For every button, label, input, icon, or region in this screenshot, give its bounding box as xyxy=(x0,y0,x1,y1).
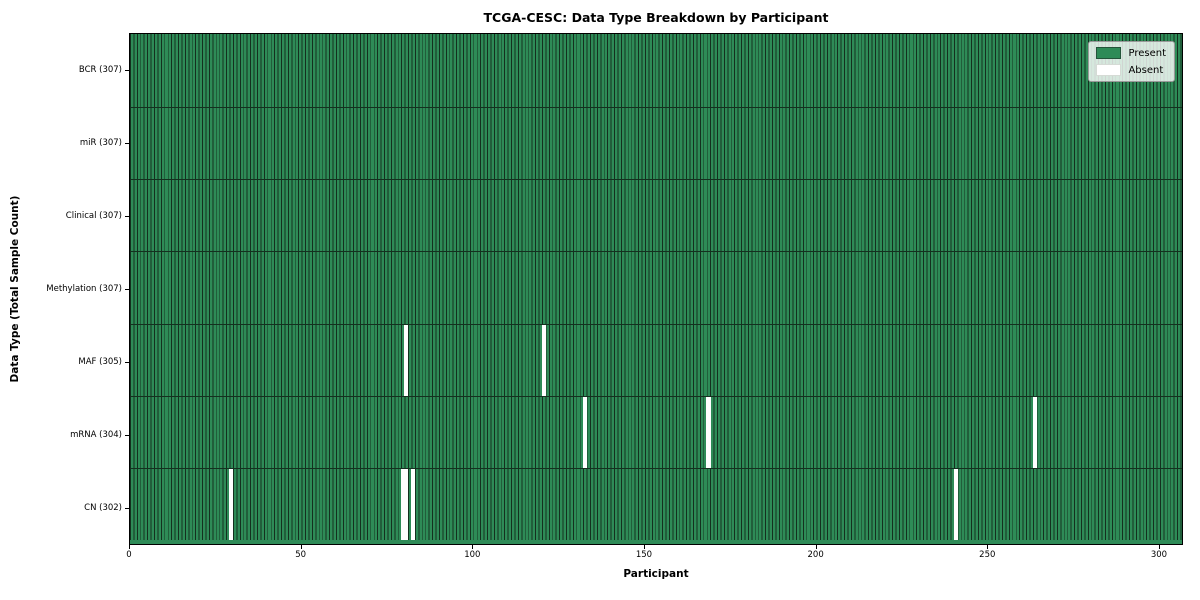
y-tick-label-MAF: MAF (305) xyxy=(78,357,122,368)
absent-cell xyxy=(404,468,409,540)
absent-cell xyxy=(541,324,546,396)
y-tick-label-miR: miR (307) xyxy=(79,137,122,148)
absent-cell xyxy=(582,396,587,468)
legend-swatch-absent-icon xyxy=(1096,64,1122,76)
x-tick-label-150: 150 xyxy=(635,550,653,560)
x-tick-label-200: 200 xyxy=(807,550,824,560)
heatmap-row-CN xyxy=(130,467,1182,540)
heatmap-row-mRNA xyxy=(130,395,1182,468)
x-tick-mark xyxy=(129,545,130,549)
x-tick-mark xyxy=(815,545,817,549)
absent-cell xyxy=(400,468,405,540)
y-tick-label-CN: CN (302) xyxy=(84,503,122,514)
x-tick-label-300: 300 xyxy=(1150,550,1168,560)
plot-area: Present Absent xyxy=(129,33,1183,545)
heatmap-row-miR xyxy=(130,107,1182,180)
absent-cell xyxy=(411,468,416,540)
x-tick-label-50: 50 xyxy=(295,550,307,560)
legend-label-absent: Absent xyxy=(1128,64,1164,76)
x-tick-mark xyxy=(987,545,989,549)
legend-item-present: Present xyxy=(1096,47,1166,59)
legend-item-absent: Absent xyxy=(1096,64,1166,76)
absent-cell xyxy=(404,324,409,396)
y-tick-label-Clinical: Clinical (307) xyxy=(65,210,122,221)
heatmap-row-BCR xyxy=(130,34,1182,108)
y-tick-label-BCR: BCR (307) xyxy=(78,64,122,75)
legend-label-present: Present xyxy=(1128,47,1166,59)
x-axis-label: Participant xyxy=(623,568,689,580)
y-tick-mark xyxy=(125,215,129,217)
heatmap-row-Clinical xyxy=(130,179,1182,252)
y-tick-mark xyxy=(125,362,129,364)
heatmap-rows xyxy=(130,34,1182,540)
x-tick-label-0: 0 xyxy=(126,550,132,560)
y-tick-label-Methylation: Methylation (307) xyxy=(46,284,122,294)
y-tick-mark xyxy=(125,289,129,290)
y-tick-mark xyxy=(125,69,129,71)
absent-cell xyxy=(953,468,958,540)
x-tick-mark xyxy=(300,545,302,549)
x-tick-mark xyxy=(1158,545,1160,549)
y-tick-mark xyxy=(125,142,129,144)
x-tick-label-250: 250 xyxy=(979,550,996,560)
heatmap-row-MAF xyxy=(130,323,1182,396)
x-tick-mark xyxy=(643,545,645,549)
y-tick-label-mRNA: mRNA (304) xyxy=(70,430,122,441)
x-tick-mark xyxy=(472,545,474,549)
heatmap-row-Methylation xyxy=(130,251,1182,324)
absent-cell xyxy=(706,396,711,468)
chart-title: TCGA-CESC: Data Type Breakdown by Partic… xyxy=(483,10,829,25)
y-axis-label: Data Type (Total Sample Count) xyxy=(9,195,21,383)
absent-cell xyxy=(229,468,234,540)
x-tick-label-100: 100 xyxy=(464,550,481,560)
legend: Present Absent xyxy=(1088,41,1175,82)
y-tick-mark xyxy=(125,435,129,437)
legend-swatch-present-icon xyxy=(1096,47,1122,59)
y-tick-mark xyxy=(125,508,129,510)
absent-cell xyxy=(1032,396,1037,468)
